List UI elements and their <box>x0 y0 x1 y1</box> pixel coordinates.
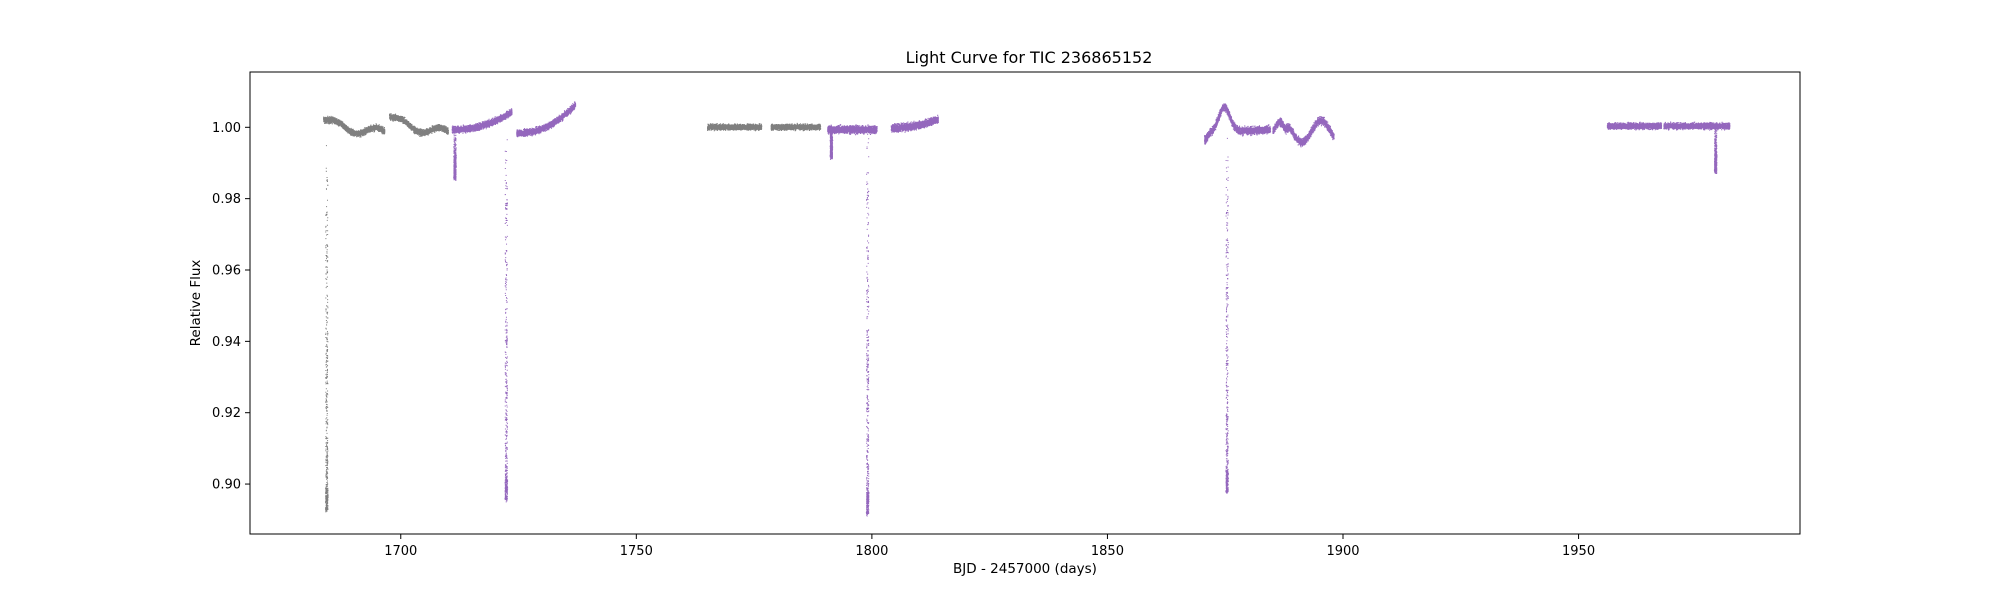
y-axis: 0.90 0.92 0.94 0.96 0.98 1.00 <box>212 121 250 493</box>
x-tick-label: 1850 <box>1091 544 1124 559</box>
transit-dip-point <box>325 507 328 511</box>
transit-dip-point <box>453 175 456 179</box>
series-purple <box>451 101 1731 517</box>
x-axis: 1700 1750 1800 1850 1900 1950 <box>384 534 1595 559</box>
y-tick-label: 0.96 <box>212 264 241 279</box>
x-tick-label: 1900 <box>1326 544 1359 559</box>
transit-dip-point <box>1713 168 1717 172</box>
y-axis-label: Relative Flux <box>188 260 204 347</box>
x-tick-label: 1750 <box>620 544 653 559</box>
transit-dip-point <box>829 154 833 158</box>
chart-title: Light Curve for TIC 236865152 <box>906 48 1153 67</box>
axes-frame <box>249 71 1801 535</box>
x-tick-label: 1800 <box>855 544 888 559</box>
x-axis-label: BJD - 2457000 (days) <box>953 561 1097 577</box>
y-tick-label: 1.00 <box>212 121 241 136</box>
x-tick-label: 1700 <box>384 544 417 559</box>
plot-area <box>323 101 1731 517</box>
transit-dip-point <box>1225 489 1228 493</box>
y-tick-label: 0.90 <box>212 478 241 493</box>
series-gray <box>323 113 822 513</box>
y-tick-label: 0.94 <box>212 335 241 350</box>
y-tick-label: 0.92 <box>212 406 241 421</box>
y-tick-label: 0.98 <box>212 192 241 207</box>
transit-dip-point <box>504 497 508 500</box>
x-tick-label: 1950 <box>1562 544 1595 559</box>
transit-dip-point <box>865 511 869 514</box>
